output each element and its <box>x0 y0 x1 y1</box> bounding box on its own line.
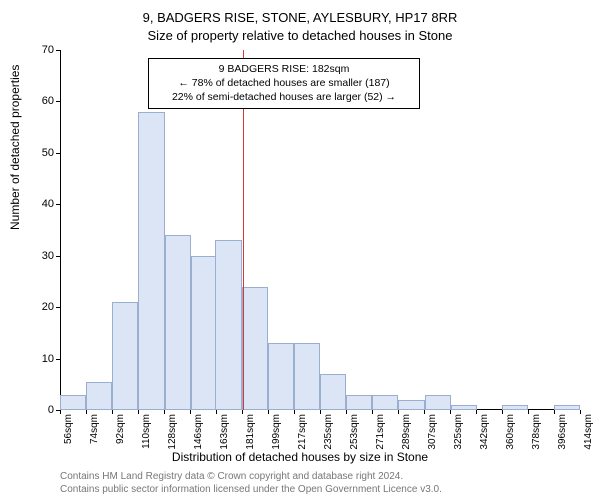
histogram-bar <box>398 400 424 410</box>
x-tick-mark <box>346 410 347 414</box>
x-tick-label: 289sqm <box>401 414 412 450</box>
y-tick-mark <box>56 50 60 51</box>
histogram-bar <box>554 405 580 410</box>
x-tick-label: 342sqm <box>479 414 490 450</box>
x-tick-label: 396sqm <box>557 414 568 450</box>
x-tick-label: 253sqm <box>349 414 360 450</box>
chart-title-main: 9, BADGERS RISE, STONE, AYLESBURY, HP17 … <box>0 10 600 25</box>
x-tick-mark <box>112 410 113 414</box>
x-axis-label: Distribution of detached houses by size … <box>0 450 600 464</box>
x-tick-mark <box>294 410 295 414</box>
x-tick-label: 163sqm <box>219 414 230 450</box>
histogram-bar <box>215 240 241 410</box>
x-tick-label: 271sqm <box>375 414 386 450</box>
x-tick-label: 74sqm <box>89 414 100 444</box>
x-tick-label: 217sqm <box>297 414 308 450</box>
annotation-line1: 9 BADGERS RISE: 182sqm <box>155 62 413 76</box>
histogram-bar <box>242 287 268 410</box>
x-tick-label: 235sqm <box>323 414 334 450</box>
histogram-bar <box>165 235 191 410</box>
annotation-line2: ← 78% of detached houses are smaller (18… <box>155 76 413 90</box>
x-tick-mark <box>320 410 321 414</box>
x-tick-mark <box>216 410 217 414</box>
y-tick-mark <box>56 307 60 308</box>
histogram-bar <box>268 343 294 410</box>
histogram-bar <box>346 395 372 410</box>
x-tick-mark <box>190 410 191 414</box>
plot-area: 01020304050607056sqm74sqm92sqm110sqm128s… <box>60 50 580 410</box>
x-tick-label: 110sqm <box>141 414 152 449</box>
x-tick-mark <box>450 410 451 414</box>
histogram-bar <box>86 382 112 410</box>
x-tick-mark <box>424 410 425 414</box>
x-tick-mark <box>528 410 529 414</box>
histogram-bar <box>294 343 320 410</box>
x-tick-mark <box>476 410 477 414</box>
x-tick-label: 181sqm <box>245 414 256 450</box>
annotation-box: 9 BADGERS RISE: 182sqm← 78% of detached … <box>148 58 420 109</box>
x-tick-label: 378sqm <box>531 414 542 450</box>
x-tick-label: 414sqm <box>583 414 594 450</box>
credits-line2: Contains public sector information licen… <box>60 483 442 496</box>
histogram-bar <box>451 405 477 410</box>
y-tick-mark <box>56 359 60 360</box>
histogram-bar <box>372 395 398 410</box>
x-tick-label: 199sqm <box>271 414 282 450</box>
credits-line1: Contains HM Land Registry data © Crown c… <box>60 470 442 483</box>
x-tick-mark <box>242 410 243 414</box>
x-tick-mark <box>372 410 373 414</box>
x-tick-label: 325sqm <box>453 414 464 450</box>
x-tick-mark <box>398 410 399 414</box>
x-tick-mark <box>502 410 503 414</box>
x-tick-mark <box>60 410 61 414</box>
y-axis-line <box>60 50 61 410</box>
y-tick-mark <box>56 153 60 154</box>
y-tick-mark <box>56 256 60 257</box>
histogram-bar <box>112 302 138 410</box>
x-tick-mark <box>164 410 165 414</box>
x-tick-label: 307sqm <box>427 414 438 450</box>
y-tick-mark <box>56 204 60 205</box>
x-tick-mark <box>138 410 139 414</box>
credits: Contains HM Land Registry data © Crown c… <box>60 470 442 496</box>
histogram-bar <box>425 395 451 410</box>
x-tick-mark <box>268 410 269 414</box>
histogram-bar <box>60 395 86 410</box>
histogram-bar <box>191 256 217 410</box>
x-tick-label: 92sqm <box>115 414 126 444</box>
histogram-bar <box>502 405 528 410</box>
x-tick-label: 128sqm <box>167 414 178 450</box>
x-tick-label: 146sqm <box>193 414 204 450</box>
histogram-bar <box>320 374 346 410</box>
chart-container: 9, BADGERS RISE, STONE, AYLESBURY, HP17 … <box>0 0 600 500</box>
chart-title-sub: Size of property relative to detached ho… <box>0 28 600 43</box>
annotation-line3: 22% of semi-detached houses are larger (… <box>155 90 413 104</box>
x-tick-mark <box>86 410 87 414</box>
x-tick-mark <box>580 410 581 414</box>
x-tick-label: 56sqm <box>63 414 74 444</box>
x-tick-label: 360sqm <box>505 414 516 450</box>
y-tick-mark <box>56 101 60 102</box>
histogram-bar <box>138 112 164 410</box>
y-axis-label: Number of detached properties <box>8 65 22 230</box>
x-tick-mark <box>554 410 555 414</box>
